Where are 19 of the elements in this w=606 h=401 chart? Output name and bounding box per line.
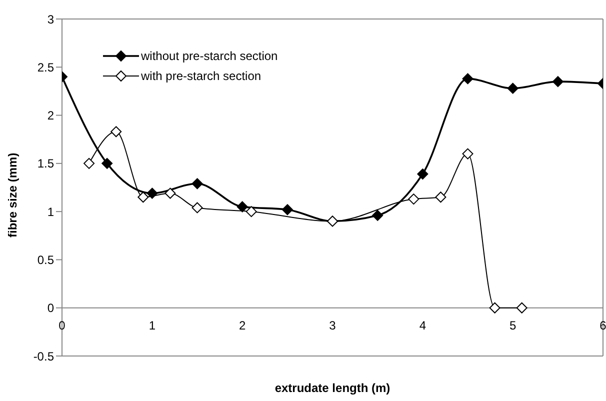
x-tick-label: 1 bbox=[148, 318, 156, 333]
x-tick-label: 6 bbox=[600, 318, 606, 333]
y-tick-label: 0 bbox=[47, 301, 54, 316]
y-tick-label: 3 bbox=[47, 12, 54, 26]
x-tick-label: 3 bbox=[329, 318, 336, 333]
y-tick-label: -0.5 bbox=[33, 349, 54, 364]
x-axis-title: extrudate length (m) bbox=[274, 381, 390, 395]
x-tick-label: 0 bbox=[58, 318, 66, 333]
legend-label: with pre-starch section bbox=[141, 68, 262, 85]
y-tick-label: 0.5 bbox=[37, 252, 54, 267]
y-tick-label: 2 bbox=[47, 108, 54, 123]
x-tick-label: 4 bbox=[419, 318, 426, 333]
y-tick-label: 1.5 bbox=[37, 156, 54, 171]
y-tick-label: 2.5 bbox=[37, 60, 54, 74]
y-tick-label: 1 bbox=[47, 204, 54, 219]
x-tick-label: 5 bbox=[509, 318, 516, 333]
x-tick-label: 2 bbox=[238, 318, 246, 333]
y-axis-title: fibre size (mm) bbox=[5, 152, 20, 238]
legend-label: without pre-starch section bbox=[141, 48, 278, 65]
